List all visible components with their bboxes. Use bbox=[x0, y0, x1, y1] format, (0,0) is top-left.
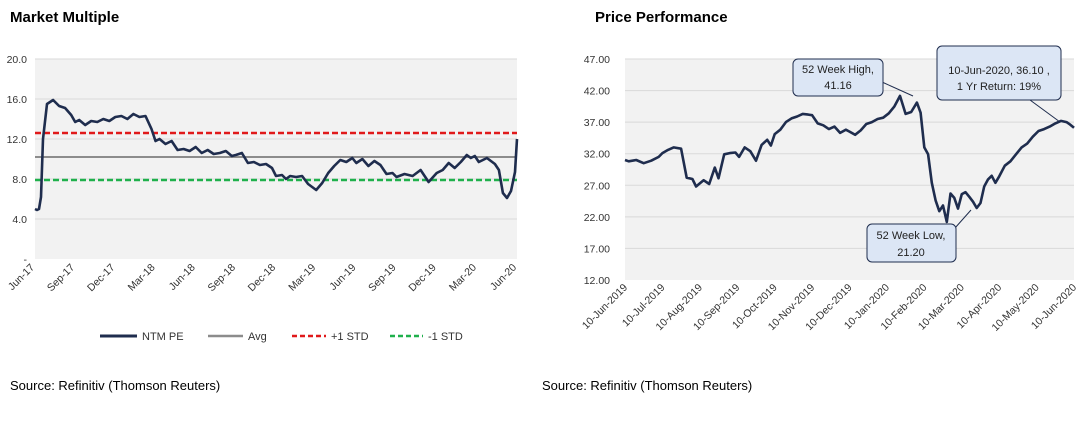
y-tick-label: 20.0 bbox=[7, 54, 28, 66]
market-multiple-title: Market Multiple bbox=[10, 9, 120, 26]
x-tick-label: Jun-17 bbox=[6, 262, 37, 293]
legend-ntm-label: NTM PE bbox=[142, 331, 184, 343]
x-tick-label: Sep-19 bbox=[366, 262, 399, 295]
y-tick-label: - bbox=[24, 254, 28, 266]
price-performance-x-axis: 10-Jun-201910-Jul-201910-Aug-201910-Sep-… bbox=[580, 282, 1079, 334]
callout-52-week-high: 52 Week High, 41.16 bbox=[792, 58, 914, 97]
y-tick-label: 4.0 bbox=[12, 214, 27, 226]
price-performance-y-axis: 12.00 17.00 22.00 27.00 32.00 37.00 42.00 47.00 bbox=[584, 54, 610, 287]
y-tick-label: 12.00 bbox=[584, 275, 610, 287]
y-tick-label: 8.0 bbox=[12, 174, 27, 186]
price-line bbox=[624, 94, 1075, 224]
market-multiple-source: Source: Refinitiv (Thomson Reuters) bbox=[10, 378, 221, 393]
x-tick-label: Jun-19 bbox=[327, 262, 358, 293]
x-tick-label: Mar-20 bbox=[447, 262, 479, 294]
callout-high-line-1: 52 Week High, bbox=[802, 64, 874, 76]
callout-current-return: 10-Jun-2020, 36.10 , 1 Yr Return: 19% bbox=[936, 45, 1062, 123]
callout-52-week-low: 52 Week Low, 21.20 bbox=[866, 209, 972, 263]
x-tick-label: Jun-20 bbox=[488, 262, 519, 293]
legend-minus-std-label: -1 STD bbox=[428, 331, 463, 343]
y-tick-label: 47.00 bbox=[584, 54, 610, 66]
market-multiple-chart: -4.08.012.016.020.0 Jun-17 Sep-17 Dec-17 Ma… bbox=[6, 54, 519, 294]
x-tick-label: Mar-18 bbox=[126, 262, 158, 294]
y-tick-label: 32.00 bbox=[584, 149, 610, 161]
x-tick-label: Sep-18 bbox=[206, 262, 239, 295]
price-performance-source: Source: Refinitiv (Thomson Reuters) bbox=[542, 378, 753, 393]
callout-current-line-2: 1 Yr Return: 19% bbox=[957, 81, 1041, 93]
market-multiple-series bbox=[34, 98, 519, 212]
price-performance-title: Price Performance bbox=[595, 9, 728, 26]
ntm-pe-line bbox=[34, 98, 519, 212]
callout-high-line-2: 41.16 bbox=[824, 80, 852, 92]
x-tick-label: Dec-17 bbox=[85, 262, 118, 295]
y-tick-label: 37.00 bbox=[584, 117, 610, 129]
y-tick-label: 42.00 bbox=[584, 86, 610, 98]
x-tick-label: Mar-19 bbox=[286, 262, 318, 294]
market-multiple-y-axis: - 4.0 8.0 12.0 16.0 20.0 bbox=[7, 54, 28, 266]
y-tick-label: 22.00 bbox=[584, 212, 610, 224]
callout-low-line-1: 52 Week Low, bbox=[877, 230, 946, 242]
legend-plus-std-label: +1 STD bbox=[331, 331, 369, 343]
x-tick-label: Sep-17 bbox=[45, 262, 78, 295]
y-tick-label: 27.00 bbox=[584, 180, 610, 192]
price-performance-series bbox=[624, 94, 1075, 224]
market-multiple-x-axis: Jun-17 Sep-17 Dec-17 Mar-18 Jun-18 Sep-18 Dec-… bbox=[6, 262, 519, 295]
x-tick-label: Dec-18 bbox=[246, 262, 279, 295]
callout-current-line-1: 10-Jun-2020, 36.10 , bbox=[948, 65, 1050, 77]
y-tick-label: 16.0 bbox=[7, 94, 28, 106]
price-performance-chart: 12.00 17.00 22.00 27.00 32.00 37.00 42.00 47.00… bbox=[580, 45, 1079, 334]
market-multiple-legend: NTM PE Avg +1 STD -1 STD bbox=[100, 331, 463, 343]
x-tick-label: Dec-19 bbox=[406, 262, 439, 295]
price-performance-callouts: 52 Week High, 41.16 10-Jun-2020, 36.10 ,… bbox=[792, 45, 1062, 263]
y-tick-label: 17.00 bbox=[584, 243, 610, 255]
market-multiple-plot-area bbox=[35, 59, 517, 259]
callout-low-line-2: 21.20 bbox=[897, 247, 925, 259]
legend-avg-label: Avg bbox=[248, 331, 267, 343]
x-tick-label: Jun-18 bbox=[167, 262, 198, 293]
y-tick-label: 12.0 bbox=[7, 134, 28, 146]
